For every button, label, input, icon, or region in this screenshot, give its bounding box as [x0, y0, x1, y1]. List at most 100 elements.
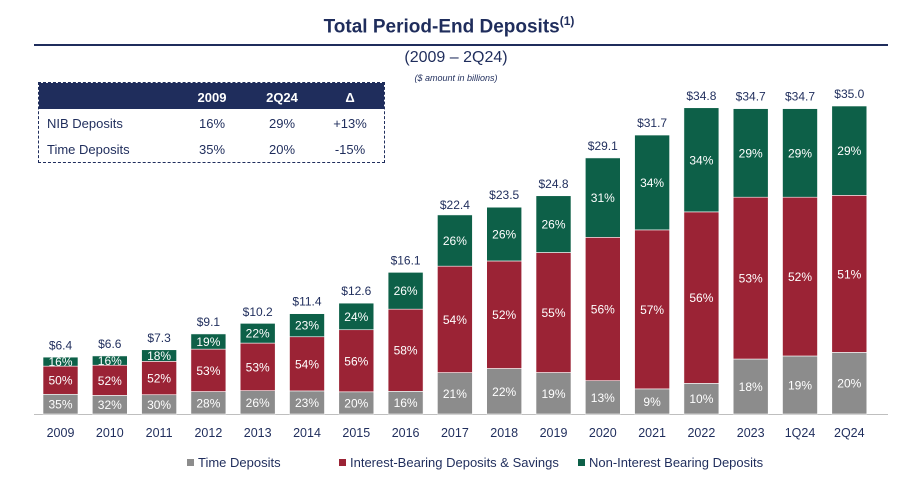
bar-segment: [92, 364, 128, 396]
legend-swatch-interest: [339, 459, 346, 466]
segment-label: 56%: [689, 291, 713, 305]
legend-label-time: Time Deposits: [198, 455, 281, 470]
segment-label: 54%: [443, 313, 467, 327]
x-tick-label: 2023: [737, 426, 765, 440]
bar-segment: [831, 105, 868, 196]
segment-label: 26%: [541, 218, 565, 232]
legend-label-interest: Interest-Bearing Deposits & Savings: [350, 455, 559, 470]
segment-label: 52%: [147, 372, 171, 386]
segment-label: 19%: [196, 335, 220, 349]
segment-label: 26%: [246, 396, 270, 410]
bar-segment: [338, 302, 375, 331]
legend-swatch-noninterest: [578, 459, 585, 466]
table-cell: 20%: [268, 142, 296, 157]
segment-label: 16%: [394, 396, 418, 410]
x-tick-label: 2016: [392, 426, 420, 440]
segment-label: 29%: [739, 146, 763, 160]
segment-label: 22%: [492, 385, 516, 399]
x-tick-label: 2020: [589, 426, 617, 440]
segment-label: 56%: [591, 303, 615, 317]
table-cell: -15%: [334, 142, 366, 157]
summary-table: 2009 2Q24 Δ NIB Deposits 16% 29% +13% Ti…: [38, 82, 385, 163]
total-label: $34.7: [736, 90, 766, 104]
segment-label: 34%: [689, 153, 713, 167]
total-label: $16.1: [391, 253, 421, 267]
bar-segment: [732, 358, 769, 415]
segment-label: 53%: [246, 360, 270, 374]
total-label: $31.7: [637, 116, 667, 130]
segment-label: 55%: [541, 306, 565, 320]
bar-segment: [732, 196, 769, 360]
legend-swatch-time: [187, 459, 194, 466]
x-tick-label: 2015: [342, 426, 370, 440]
bar-segment: [831, 352, 868, 415]
table-header-2009: 2009: [197, 90, 227, 105]
segment-label: 19%: [541, 387, 565, 401]
total-label: $6.6: [98, 337, 122, 351]
segment-label: 53%: [196, 364, 220, 378]
segment-label: 20%: [837, 377, 861, 391]
bar-segment: [92, 355, 128, 366]
segment-label: 26%: [443, 234, 467, 248]
total-label: $12.6: [341, 284, 371, 298]
segment-label: 29%: [788, 146, 812, 160]
segment-label: 29%: [837, 144, 861, 158]
bar-segment: [584, 380, 621, 415]
segment-label: 16%: [98, 354, 122, 368]
total-label: $34.7: [785, 90, 815, 104]
total-label: $34.8: [686, 89, 716, 103]
total-label: $35.0: [834, 87, 864, 101]
bar-segment: [831, 195, 868, 353]
bar-segment: [387, 272, 424, 310]
x-tick-label: 2012: [194, 426, 222, 440]
x-tick-label: 2013: [244, 426, 272, 440]
segment-label: 53%: [739, 272, 763, 286]
segment-label: 18%: [147, 349, 171, 363]
bar-segment: [732, 108, 769, 198]
title-divider: [34, 44, 888, 46]
bar-segment: [683, 211, 720, 384]
segment-label: 35%: [48, 398, 72, 412]
bar-segment: [141, 349, 177, 362]
bar-segment: [42, 356, 79, 367]
total-label: $9.1: [197, 315, 221, 329]
x-tick-label: 2010: [96, 426, 124, 440]
segment-label: 24%: [344, 310, 368, 324]
x-tick-label: 2014: [293, 426, 321, 440]
x-tick-label: 2022: [687, 426, 715, 440]
segment-label: 26%: [492, 228, 516, 242]
segment-label: 21%: [443, 387, 467, 401]
x-tick-label: 2011: [146, 426, 173, 440]
bar-segment: [584, 157, 621, 238]
title-footnote: (1): [559, 14, 575, 28]
segment-label: 13%: [591, 391, 615, 405]
x-tick-label: 2Q24: [834, 426, 865, 440]
segment-label: 51%: [837, 267, 861, 281]
total-label: $24.8: [538, 177, 568, 191]
total-label: $7.3: [147, 331, 171, 345]
segment-label: 22%: [246, 327, 270, 341]
bar-segment: [289, 336, 325, 392]
segment-label: 57%: [640, 303, 664, 317]
bar-segment: [782, 355, 818, 415]
bar-segment: [683, 383, 720, 415]
segment-label: 9%: [643, 395, 661, 409]
bar-segment: [683, 107, 720, 213]
legend-item-time: Time Deposits: [187, 455, 281, 470]
segment-label: 56%: [344, 354, 368, 368]
segment-label: 30%: [147, 398, 171, 412]
total-label: $22.4: [440, 198, 470, 212]
legend-item-interest: Interest-Bearing Deposits & Savings: [339, 455, 559, 470]
legend-item-noninterest: Non-Interest Bearing Deposits: [578, 455, 763, 470]
summary-table-header: [39, 83, 384, 109]
segment-label: 19%: [788, 378, 812, 392]
segment-label: 20%: [344, 396, 368, 410]
segment-label: 52%: [492, 308, 516, 322]
total-label: $11.4: [292, 295, 321, 309]
segment-label: 54%: [295, 357, 319, 371]
table-row-label: Time Deposits: [47, 142, 130, 157]
total-label: $6.4: [49, 339, 73, 353]
bar-segment: [190, 348, 227, 392]
chart-subtitle: (2009 – 2Q24): [404, 49, 508, 66]
